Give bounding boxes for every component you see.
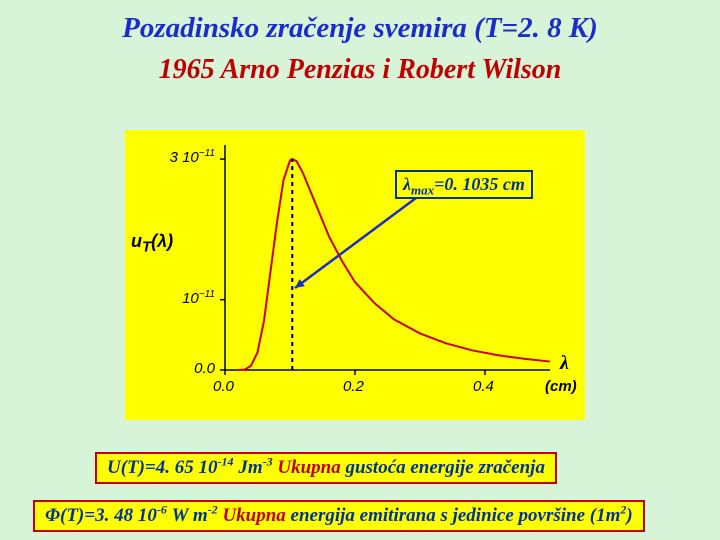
x-axis-unit: (cm) <box>545 378 577 395</box>
slide: Pozadinsko zračenje svemira (T=2. 8 K) 1… <box>0 0 720 540</box>
x-axis-symbol: λ <box>560 352 569 375</box>
y-axis-label: uT(λ) <box>131 231 173 256</box>
x-tick-label: 0.4 <box>473 378 494 395</box>
y-tick-label: 0.0 <box>194 360 215 377</box>
formula-energy-density: U(T)=4. 65 10-14 Jm-3 Ukupna gustoća ene… <box>95 452 557 484</box>
y-tick-label: 10−11 <box>182 290 215 307</box>
lambda-max-annotation: λmax=0. 1035 cm <box>395 170 533 199</box>
x-tick-label: 0.2 <box>343 378 364 395</box>
formula-emitted-power: Φ(T)=3. 48 10-6 W m-2 Ukupna energija em… <box>33 500 645 532</box>
y-tick-label: 3 10−11 <box>170 149 215 166</box>
x-tick-label: 0.0 <box>213 378 234 395</box>
